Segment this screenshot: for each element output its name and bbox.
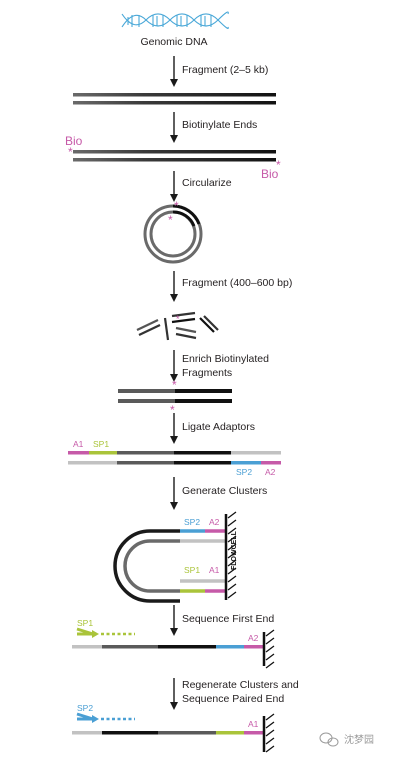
cluster-a1-label: A1 [209, 565, 220, 575]
biotin-marker-fragment: * [176, 314, 180, 324]
cluster-sp2-label: SP2 [184, 517, 200, 527]
step-circularize-label: Circularize [182, 177, 232, 189]
biotin-marker-enriched-top: * [172, 378, 177, 392]
first-end-read [72, 629, 264, 649]
biotin-marker-left: * [68, 145, 73, 159]
step-biotinylate-label: Biotinylate Ends [182, 119, 257, 131]
cluster-a2-label: A2 [209, 517, 220, 527]
cluster-sp1-label: SP1 [184, 565, 200, 575]
paired-end-read [72, 714, 264, 735]
flowcell-surface-2 [264, 630, 274, 668]
dna-helix-icon [122, 12, 228, 28]
read1-sp1-label: SP1 [77, 618, 93, 628]
title-genomic-dna: Genomic DNA [140, 36, 207, 48]
bio-label-right: Bio [261, 167, 279, 181]
biotin-marker-circle-inner: * [168, 213, 173, 227]
adaptor-a1-label: A1 [73, 439, 84, 449]
step-sequence-first-label: Sequence First End [182, 613, 274, 625]
step-fragment-400-600bp-label: Fragment (400–600 bp) [182, 277, 292, 289]
read2-sp2-label: SP2 [77, 703, 93, 713]
step-regenerate-label-line1: Regenerate Clusters and [182, 679, 299, 691]
step-enrich-label-line2: Fragments [182, 367, 232, 379]
step-regenerate-label-line2: Sequence Paired End [182, 693, 284, 705]
read1-a2-label: A2 [248, 633, 259, 643]
circularized-dna [145, 206, 201, 262]
wechat-icon [320, 733, 338, 746]
adaptor-sp1-label: SP1 [93, 439, 109, 449]
step-fragment-2-5kb-label: Fragment (2–5 kb) [182, 64, 268, 76]
biotin-marker-circle-outer: * [174, 199, 179, 213]
adaptor-a2-label: A2 [265, 467, 276, 477]
flowcell-surface-3 [264, 714, 274, 752]
watermark-text: 沈梦园 [344, 733, 374, 746]
ligated-construct [68, 451, 281, 465]
read2-a1-label: A1 [248, 719, 259, 729]
biotin-marker-enriched-bottom: * [170, 403, 175, 417]
step-ligate-label: Ligate Adaptors [182, 421, 255, 433]
step-enrich-label-line1: Enrich Biotinylated [182, 353, 269, 365]
fragmented-dna [73, 93, 276, 105]
biotinylated-dna [73, 150, 276, 162]
flowcell-label: FLOWCELL [231, 530, 238, 570]
step-generate-clusters-label: Generate Clusters [182, 485, 267, 497]
adaptor-sp2-label: SP2 [236, 467, 252, 477]
